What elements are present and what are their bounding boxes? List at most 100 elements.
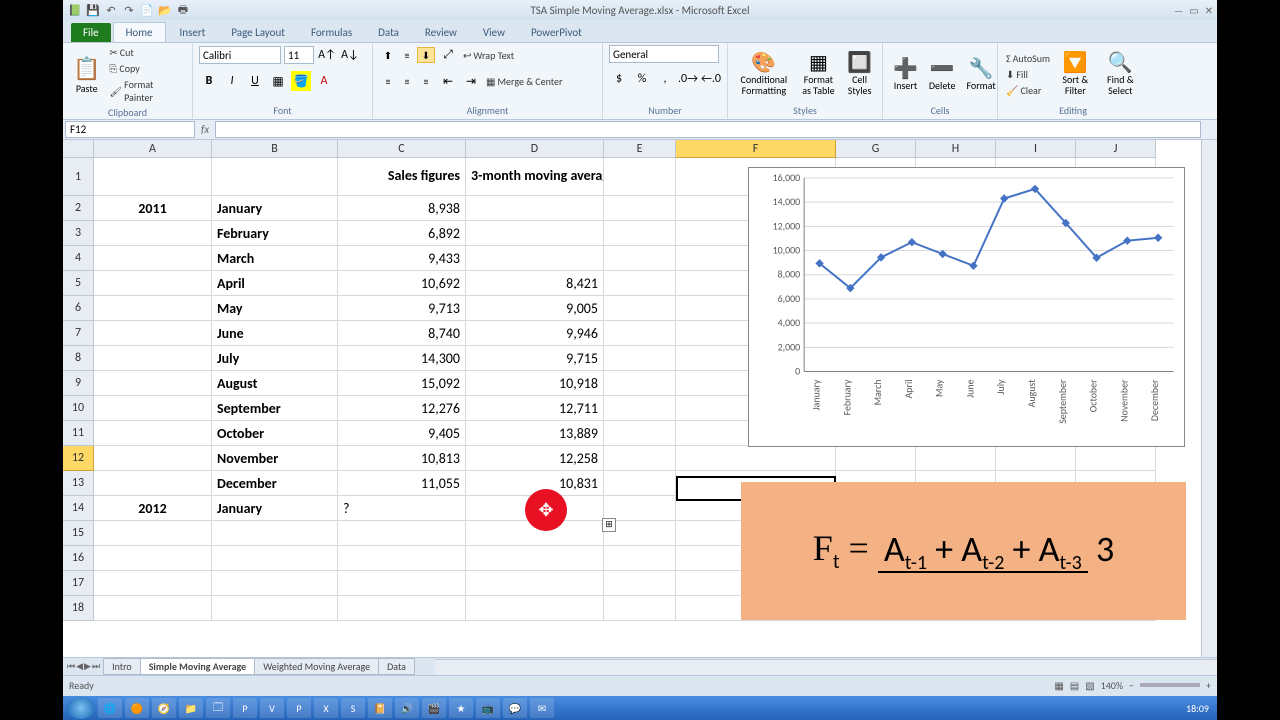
cell-B9[interactable]: August bbox=[212, 371, 338, 396]
redo-icon[interactable]: ↷ bbox=[121, 2, 137, 18]
save-icon[interactable]: 💾 bbox=[85, 2, 101, 18]
cell-E7[interactable] bbox=[604, 321, 676, 346]
cell-A6[interactable] bbox=[94, 296, 212, 321]
cell-E2[interactable] bbox=[604, 196, 676, 221]
cell-B2[interactable]: January bbox=[212, 196, 338, 221]
cell-C1[interactable]: Sales figures bbox=[338, 158, 466, 196]
cell-E1[interactable] bbox=[604, 158, 676, 196]
cell-C2[interactable]: 8,938 bbox=[338, 196, 466, 221]
col-header-I[interactable]: I bbox=[996, 140, 1076, 158]
taskbar-item-2[interactable]: 🧭 bbox=[152, 698, 176, 718]
cell-A12[interactable] bbox=[94, 446, 212, 471]
cell-C10[interactable]: 12,276 bbox=[338, 396, 466, 421]
increase-decimal-icon[interactable]: .0→ bbox=[678, 69, 698, 89]
row-header-5[interactable]: 5 bbox=[63, 271, 94, 296]
cell-A2[interactable]: 2011 bbox=[94, 196, 212, 221]
tab-formulas[interactable]: Formulas bbox=[299, 23, 364, 42]
cell-C12[interactable]: 10,813 bbox=[338, 446, 466, 471]
maximize-icon[interactable]: ▭ bbox=[1189, 4, 1198, 17]
cell-A5[interactable] bbox=[94, 271, 212, 296]
taskbar-item-1[interactable]: 🟠 bbox=[125, 698, 149, 718]
cell-E8[interactable] bbox=[604, 346, 676, 371]
cell-C15[interactable] bbox=[338, 521, 466, 546]
sheet-tab-weighted-moving-average[interactable]: Weighted Moving Average bbox=[254, 658, 379, 675]
cell-C8[interactable]: 14,300 bbox=[338, 346, 466, 371]
name-box[interactable] bbox=[65, 121, 195, 138]
cell-D18[interactable] bbox=[466, 596, 604, 621]
wrap-text-button[interactable]: ↩Wrap Text bbox=[461, 48, 516, 63]
cell-C18[interactable] bbox=[338, 596, 466, 621]
taskbar-item-15[interactable]: 💬 bbox=[503, 698, 527, 718]
cell-B14[interactable]: January bbox=[212, 496, 338, 521]
row-header-10[interactable]: 10 bbox=[63, 396, 94, 421]
format-painter-button[interactable]: 🖌Format Painter bbox=[107, 77, 186, 105]
cell-A16[interactable] bbox=[94, 546, 212, 571]
cell-E5[interactable] bbox=[604, 271, 676, 296]
zoom-out-icon[interactable]: − bbox=[1129, 679, 1134, 692]
col-header-C[interactable]: C bbox=[338, 140, 466, 158]
taskbar-item-5[interactable]: P bbox=[233, 698, 257, 718]
row-header-7[interactable]: 7 bbox=[63, 321, 94, 346]
cell-C5[interactable]: 10,692 bbox=[338, 271, 466, 296]
col-header-F[interactable]: F bbox=[676, 140, 836, 158]
row-header-4[interactable]: 4 bbox=[63, 246, 94, 271]
cell-D6[interactable]: 9,005 bbox=[466, 296, 604, 321]
cell-D16[interactable] bbox=[466, 546, 604, 571]
font-color-button[interactable]: A bbox=[314, 71, 334, 91]
delete-cells-button[interactable]: ➖Delete bbox=[925, 56, 960, 93]
cell-A10[interactable] bbox=[94, 396, 212, 421]
clear-button[interactable]: 🧹Clear bbox=[1004, 83, 1052, 98]
open-icon[interactable]: 📂 bbox=[157, 2, 173, 18]
row-header-13[interactable]: 13 bbox=[63, 471, 94, 496]
taskbar-item-11[interactable]: 🔊 bbox=[395, 698, 419, 718]
row-header-18[interactable]: 18 bbox=[63, 596, 94, 621]
cell-A3[interactable] bbox=[94, 221, 212, 246]
cell-A9[interactable] bbox=[94, 371, 212, 396]
tab-page-layout[interactable]: Page Layout bbox=[219, 23, 297, 42]
col-header-E[interactable]: E bbox=[604, 140, 676, 158]
autofill-options-icon[interactable]: ⊞ bbox=[602, 518, 616, 532]
col-header-B[interactable]: B bbox=[212, 140, 338, 158]
cell-J12[interactable] bbox=[1076, 446, 1156, 471]
cell-B1[interactable] bbox=[212, 158, 338, 196]
percent-icon[interactable]: % bbox=[632, 69, 652, 89]
decrease-font-icon[interactable]: A↓ bbox=[340, 45, 360, 65]
cell-E10[interactable] bbox=[604, 396, 676, 421]
cell-C14[interactable]: ? bbox=[338, 496, 466, 521]
taskbar-item-13[interactable]: ★ bbox=[449, 698, 473, 718]
taskbar-item-8[interactable]: X bbox=[314, 698, 338, 718]
cell-E13[interactable] bbox=[604, 471, 676, 496]
align-top-icon[interactable]: ⬆ bbox=[379, 47, 397, 63]
row-header-2[interactable]: 2 bbox=[63, 196, 94, 221]
embedded-chart[interactable]: 02,0004,0006,0008,00010,00012,00014,0001… bbox=[748, 167, 1185, 447]
insert-cells-button[interactable]: ➕Insert bbox=[889, 56, 922, 93]
row-header-12[interactable]: 12 bbox=[63, 446, 94, 471]
cell-C9[interactable]: 15,092 bbox=[338, 371, 466, 396]
minimize-icon[interactable]: — bbox=[1174, 4, 1183, 17]
start-button[interactable] bbox=[67, 697, 95, 719]
cell-A13[interactable] bbox=[94, 471, 212, 496]
taskbar-item-9[interactable]: S bbox=[341, 698, 365, 718]
cell-D2[interactable] bbox=[466, 196, 604, 221]
cell-E18[interactable] bbox=[604, 596, 676, 621]
col-header-G[interactable]: G bbox=[836, 140, 916, 158]
cell-D12[interactable]: 12,258 bbox=[466, 446, 604, 471]
cell-D11[interactable]: 13,889 bbox=[466, 421, 604, 446]
col-header-J[interactable]: J bbox=[1076, 140, 1156, 158]
cell-D17[interactable] bbox=[466, 571, 604, 596]
increase-indent-icon[interactable]: ⇥ bbox=[461, 71, 481, 91]
increase-font-icon[interactable]: A↑ bbox=[317, 45, 337, 65]
cell-B16[interactable] bbox=[212, 546, 338, 571]
font-name-select[interactable] bbox=[199, 46, 281, 64]
taskbar-item-12[interactable]: 🎬 bbox=[422, 698, 446, 718]
cell-A14[interactable]: 2012 bbox=[94, 496, 212, 521]
cell-B6[interactable]: May bbox=[212, 296, 338, 321]
cell-H12[interactable] bbox=[916, 446, 996, 471]
cell-A15[interactable] bbox=[94, 521, 212, 546]
cell-B5[interactable]: April bbox=[212, 271, 338, 296]
taskbar-item-10[interactable]: 📔 bbox=[368, 698, 392, 718]
border-button[interactable]: ▦ bbox=[268, 71, 288, 91]
decrease-indent-icon[interactable]: ⇤ bbox=[438, 71, 458, 91]
cell-D7[interactable]: 9,946 bbox=[466, 321, 604, 346]
col-header-H[interactable]: H bbox=[916, 140, 996, 158]
